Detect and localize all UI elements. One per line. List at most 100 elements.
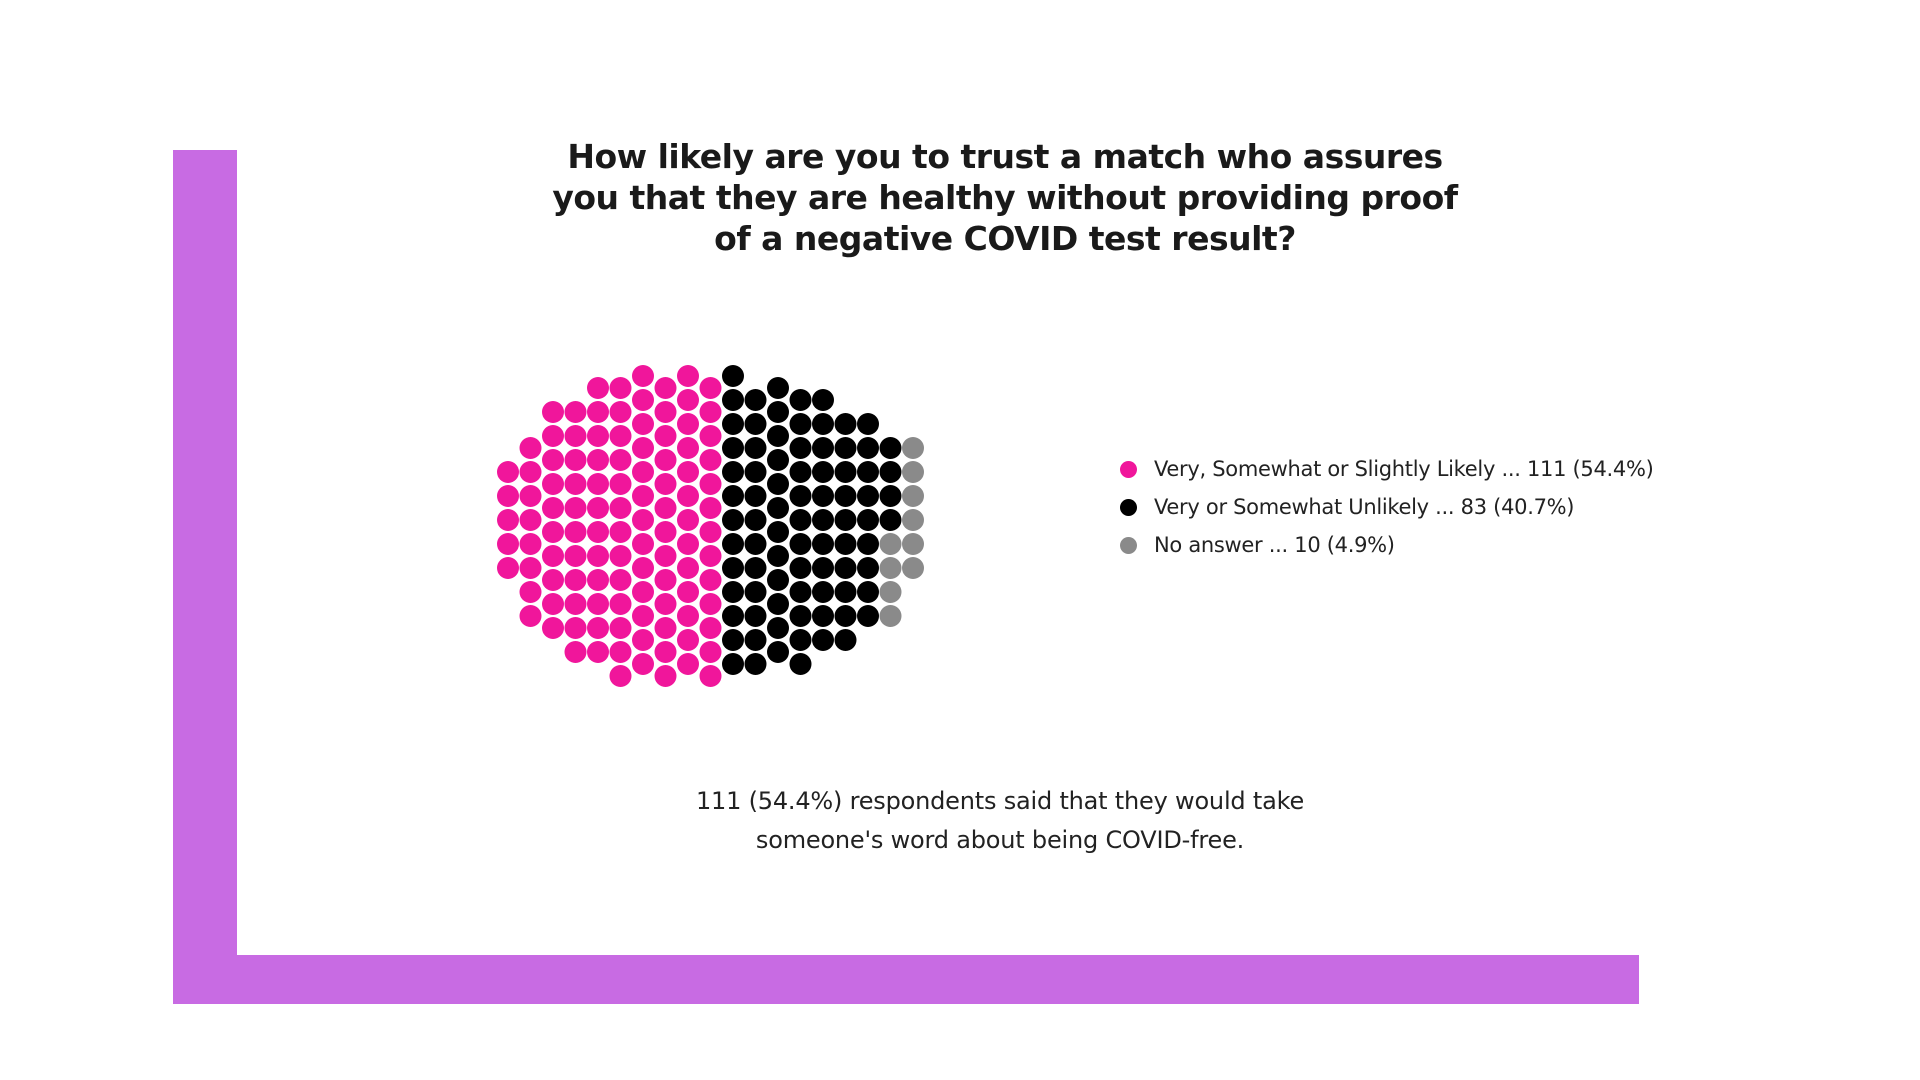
dot-likely [564,425,587,447]
dot-unlikely [812,605,834,627]
dot-unlikely [789,389,812,411]
dot-unlikely [767,425,789,447]
dot-likely [497,485,519,507]
chart-legend: Very, Somewhat or Slightly Likely ... 11… [1120,450,1654,564]
dot-no-answer [902,485,924,507]
dot-likely [699,545,722,567]
dot-likely [677,629,699,651]
dot-unlikely [857,557,879,579]
dot-likely [677,509,699,531]
chart-title: How likely are you to trust a match who … [480,136,1530,259]
dot-likely [654,545,677,567]
dot-likely [699,617,722,639]
legend-item-no-answer: No answer ... 10 (4.9%) [1120,526,1654,564]
dot-unlikely [834,557,857,579]
dot-likely [677,485,699,507]
dot-unlikely [879,461,902,483]
dot-unlikely [744,653,767,675]
dot-unlikely [744,581,767,603]
dot-likely [632,581,654,603]
dot-likely [587,569,609,591]
dot-likely [632,437,654,459]
legend-marker-likely [1120,460,1137,478]
dot-unlikely [857,605,879,627]
dot-unlikely [722,437,744,459]
dot-likely [677,557,699,579]
dot-unlikely [722,581,744,603]
dot-unlikely [857,581,879,603]
dot-unlikely [744,509,767,531]
dot-unlikely [744,389,767,411]
dot-likely [699,593,722,615]
dot-likely [677,653,699,675]
dot-likely [587,497,609,519]
dot-likely [587,617,609,639]
dot-likely [519,461,542,483]
dot-likely [497,533,519,555]
dot-likely [587,521,609,543]
decorative-frame-bottom [173,955,1639,1004]
legend-label-no-answer: No answer ... 10 (4.9%) [1154,533,1395,557]
dot-likely [519,533,542,555]
dot-likely [587,593,609,615]
dot-likely [542,569,564,591]
dot-unlikely [834,413,857,435]
dot-likely [654,377,677,399]
dot-unlikely [722,557,744,579]
dot-unlikely [722,509,744,531]
chart-title-line-1: How likely are you to trust a match who … [567,137,1443,176]
dot-likely [542,521,564,543]
dot-no-answer [879,605,902,627]
dot-likely [497,557,519,579]
dot-likely [699,641,722,663]
dot-unlikely [834,533,857,555]
dot-likely [564,521,587,543]
dot-likely [609,377,632,399]
dot-unlikely [789,413,812,435]
dot-likely [587,449,609,471]
dot-likely [542,401,564,423]
dot-unlikely [857,485,879,507]
dot-no-answer [902,557,924,579]
dot-likely [564,641,587,663]
dot-likely [699,521,722,543]
chart-title-line-2: you that they are healthy without provid… [552,178,1458,217]
dot-likely [542,545,564,567]
dot-unlikely [722,365,744,387]
dot-likely [564,473,587,495]
dot-likely [497,509,519,531]
dot-likely [654,521,677,543]
dot-likely [632,365,654,387]
dot-likely [632,509,654,531]
dot-likely [609,401,632,423]
dot-unlikely [812,437,834,459]
dot-unlikely [857,509,879,531]
dot-likely [654,449,677,471]
dot-unlikely [879,509,902,531]
dot-likely [632,653,654,675]
dot-likely [654,425,677,447]
dot-unlikely [744,485,767,507]
dot-likely [564,569,587,591]
dot-likely [654,617,677,639]
dot-likely [519,581,542,603]
dot-unlikely [722,605,744,627]
dot-likely [519,485,542,507]
dot-unlikely [857,437,879,459]
legend-marker-no-answer [1120,536,1137,554]
caption-line-1: 111 (54.4%) respondents said that they w… [695,787,1305,815]
dot-likely [654,569,677,591]
dot-likely [699,425,722,447]
dot-likely [699,497,722,519]
dot-likely [609,425,632,447]
dot-no-answer [902,509,924,531]
dot-unlikely [789,437,812,459]
dot-likely [542,593,564,615]
dot-unlikely [834,437,857,459]
dot-unlikely [767,593,789,615]
dot-unlikely [812,461,834,483]
dot-unlikely [722,533,744,555]
dot-unlikely [789,653,812,675]
dot-likely [699,401,722,423]
dot-unlikely [834,461,857,483]
